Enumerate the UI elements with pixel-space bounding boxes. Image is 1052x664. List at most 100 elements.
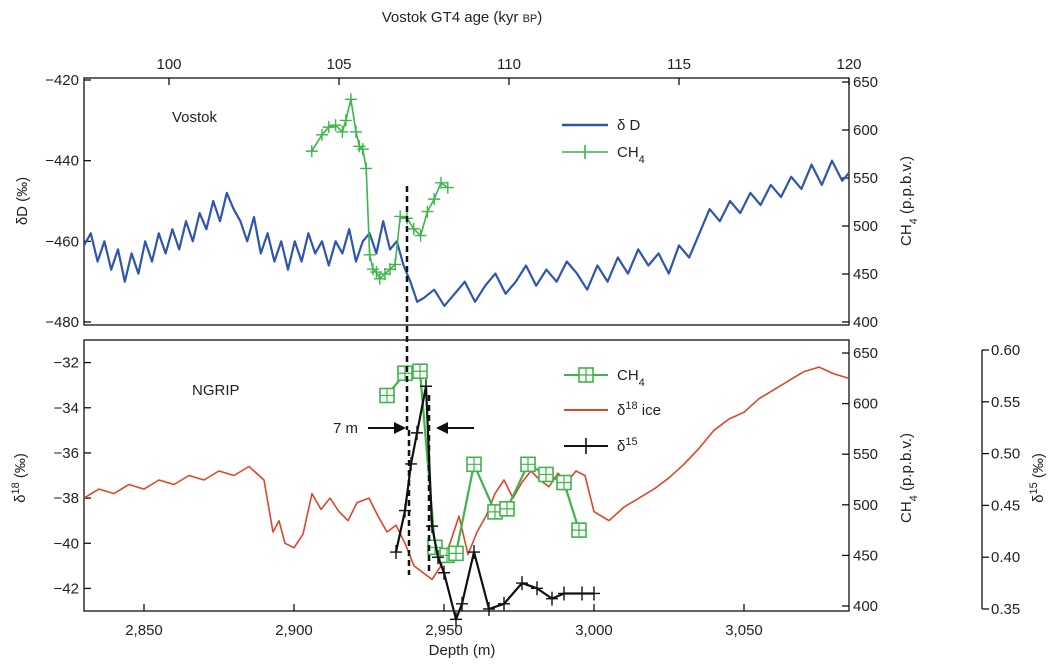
vostok-y-right-tick-label: 650 [853, 74, 878, 91]
top-axis-tick-label: 100 [156, 56, 181, 73]
ngrip-y-right-tick-label: 550 [853, 446, 878, 463]
top-axis-tick-label: 105 [326, 56, 351, 73]
legend-label-ch4-vostok: CH4 [617, 144, 645, 166]
ngrip-ch4-point-cross [500, 501, 514, 516]
ngrip-y-far-right-tick-label: 0.50 [991, 446, 1020, 463]
ngrip-ch4-point-cross [398, 366, 412, 381]
vostok-ch4-point [305, 145, 318, 158]
ngrip-ch4-point-cross [557, 475, 571, 490]
ngrip-d15n-point [516, 576, 528, 591]
ngrip-y-left-title: δ18 (‰) [10, 453, 29, 503]
vostok-ch4-point [394, 210, 407, 223]
vostok-ch4-point [407, 222, 420, 235]
ngrip-y-far-right-tick-label: 0.55 [991, 394, 1020, 411]
ngrip-d15n-point [588, 586, 600, 601]
vostok-y-right-title: CH4 (p.p.b.v.) [898, 156, 920, 246]
vostok-y-left-tick-label: −460 [45, 233, 79, 250]
gap-arrow-right-head [436, 422, 448, 434]
ngrip-ch4-point-cross [521, 457, 535, 472]
ngrip-y-right-tick-label: 600 [853, 396, 878, 413]
ngrip-ch4-point-cross [380, 388, 394, 403]
ngrip-d15n-point [450, 612, 462, 627]
vostok-ch4-point [360, 162, 373, 175]
vostok-ch4-point [378, 268, 391, 280]
ngrip-y-far-right-tick-label: 0.40 [991, 549, 1020, 566]
vostok-panel: Vostok GT4 age (kyr BP) Vostok δD (‰) CH… [14, 9, 920, 331]
vostok-y-right-tick-label: 500 [853, 218, 878, 235]
vostok-ch4-point [370, 266, 383, 279]
vostok-ch4-point [414, 229, 427, 242]
top-axis-tick-label: 110 [497, 56, 521, 73]
ngrip-x-tick-label: 2,950 [425, 622, 463, 639]
ngrip-ch4-point-cross [413, 364, 427, 379]
ngrip-d15n-point [531, 581, 543, 596]
vostok-series-line [83, 159, 850, 307]
legend-label-d18o: δ18 ice [617, 400, 661, 419]
ngrip-d15n-point [576, 586, 588, 601]
vostok-ch4-point [344, 93, 357, 106]
vostok-y-right-tick-label: 400 [853, 314, 878, 331]
ngrip-plot-frame [83, 339, 850, 612]
ngrip-y-right-tick-label: 450 [853, 547, 878, 564]
ngrip-y-left-tick-label: −42 [54, 580, 79, 597]
ngrip-d15n-point [498, 596, 510, 611]
vostok-y-right-tick-label: 550 [853, 170, 878, 187]
gap-annotation: 7 m [333, 420, 474, 437]
vostok-ch4-point [350, 125, 362, 138]
top-axis-tick-label: 120 [836, 56, 861, 73]
top-axis-tick-label: 115 [667, 56, 691, 73]
vostok-ch4-point [428, 193, 441, 206]
ngrip-d15n-point [432, 550, 444, 565]
vostok-ch4-point [389, 258, 402, 271]
vostok-ch4-point [316, 128, 328, 141]
gap-arrow-left-head [394, 422, 406, 434]
ngrip-y-far-right-tick-label: 0.60 [991, 342, 1020, 359]
vostok-ch4-point [363, 248, 376, 261]
ngrip-y-far-right-tick-label: 0.35 [991, 601, 1020, 618]
ngrip-y-right-tick-label: 500 [853, 497, 878, 514]
ngrip-y-far-right-tick-label: 0.45 [991, 497, 1020, 514]
x-axis-title: Depth (m) [429, 642, 496, 659]
ngrip-d15n-point [558, 586, 570, 601]
vostok-ch4-point [435, 176, 447, 189]
ngrip-x-tick-label: 3,050 [725, 622, 763, 639]
ngrip-d15n-point [411, 425, 423, 440]
vostok-ch4-point [322, 121, 335, 134]
ngrip-d15n-point [468, 545, 480, 560]
ngrip-ch4-point-cross [539, 467, 553, 482]
vostok-y-left-title: δD (‰) [14, 177, 31, 225]
ngrip-y-right-tick-label: 650 [853, 345, 878, 362]
ngrip-d15n-point [405, 456, 417, 471]
vostok-plot-frame [83, 77, 850, 326]
vostok-y-left-tick-label: −440 [45, 153, 79, 170]
ngrip-legend: CH4 δ18 ice δ15 [564, 367, 661, 455]
vostok-y-left-tick-label: −480 [45, 314, 79, 331]
vostok-y-right-tick-label: 600 [853, 122, 878, 139]
ngrip-d15n-point [390, 545, 402, 560]
legend-label-dd: δ D [617, 117, 641, 134]
ngrip-label: NGRIP [192, 382, 240, 399]
ngrip-y-right-title: CH4 (p.p.b.v.) [898, 433, 920, 523]
ngrip-y-left-tick-label: −32 [54, 355, 79, 372]
top-axis-title: Vostok GT4 age (kyr BP) [382, 9, 543, 26]
vostok-y-left-tick-label: −420 [45, 72, 79, 89]
ngrip-ch4-point-cross [467, 457, 481, 472]
gap-annotation-label: 7 m [333, 420, 358, 437]
vostok-ch4-point [336, 125, 349, 138]
vostok-label: Vostok [172, 109, 218, 126]
vostok-ch4-point [441, 181, 454, 194]
ngrip-x-tick-label: 2,850 [125, 622, 163, 639]
ngrip-y-left-tick-label: −38 [54, 490, 79, 507]
ngrip-panel: Depth (m) NGRIP δ18 (‰) CH4 (p.p.b.v.) δ… [10, 339, 1047, 659]
legend-label-d15n: δ15 [617, 436, 638, 455]
ngrip-d15n-point [546, 591, 558, 606]
ngrip-series-line [83, 366, 850, 581]
vostok-legend: δ D CH4 [562, 117, 645, 166]
legend-label-ch4-ngrip: CH4 [617, 367, 645, 389]
vostok-ch4-point [356, 143, 369, 156]
ngrip-y-left-tick-label: −36 [54, 445, 79, 462]
ngrip-d15n-point [420, 379, 432, 394]
ngrip-series-line [394, 385, 594, 621]
vostok-ch4-point [421, 205, 434, 218]
